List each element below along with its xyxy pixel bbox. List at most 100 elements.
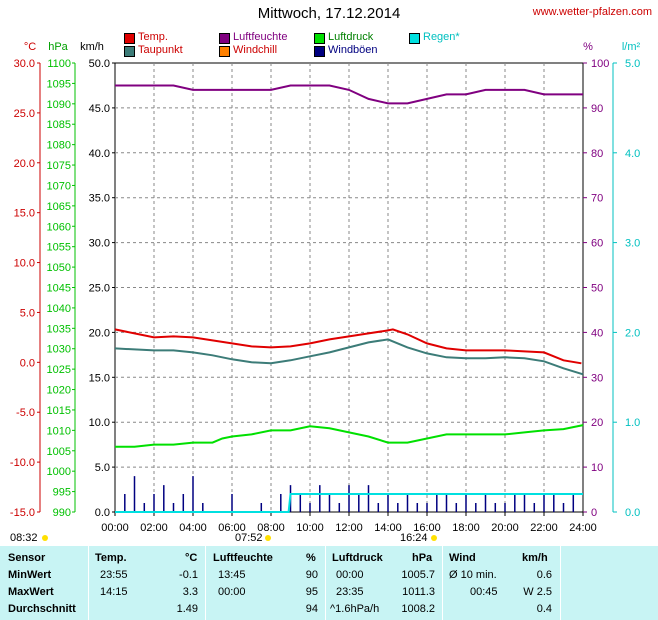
pressure-tick-label: 1070 xyxy=(47,180,71,192)
series-windb-en xyxy=(124,476,575,512)
temp-tick-label: 15.0 xyxy=(14,208,35,220)
x-tick-label: 18:00 xyxy=(452,522,480,534)
humidity-tick-label: 90 xyxy=(591,103,603,115)
legend-label: Luftfeuchte xyxy=(233,31,288,43)
divider xyxy=(560,546,561,620)
legend-label: Windchill xyxy=(233,44,278,56)
header-hum: Luftfeuchte xyxy=(213,552,273,564)
humidity-tick-label: 10 xyxy=(591,462,603,474)
sun-marker-label: 07:52 xyxy=(235,532,263,544)
wind-tick-label: 20.0 xyxy=(89,327,110,339)
row-label: MaxWert xyxy=(8,586,54,598)
temp-tick-label: 0.0 xyxy=(20,357,35,369)
x-tick-label: 22:00 xyxy=(530,522,558,534)
pressure-tick-label: 1065 xyxy=(47,201,71,213)
header-wind-unit: km/h xyxy=(522,552,548,564)
sunset-icon xyxy=(431,535,437,541)
divider xyxy=(205,546,206,620)
cell-h-val: 90 xyxy=(305,569,318,581)
divider xyxy=(442,546,443,620)
temp-tick-label: 10.0 xyxy=(14,258,35,270)
x-tick-label: 06:00 xyxy=(218,522,246,534)
temp-axis-unit: °C xyxy=(24,41,36,53)
divider xyxy=(325,546,326,620)
pressure-tick-label: 1035 xyxy=(47,323,71,335)
temp-tick-label: 5.0 xyxy=(20,307,35,319)
x-tick-label: 08:00 xyxy=(257,522,285,534)
x-tick-label: 04:00 xyxy=(179,522,207,534)
legend-swatch xyxy=(409,33,420,44)
header-temp-unit: °C xyxy=(185,552,198,564)
weather-chart: 30.0 25.0 20.0 15.0 10.0 5.0 0.0 -5.0 -10.0 -15.0… xyxy=(10,41,641,544)
header-temp: Temp. xyxy=(95,552,127,564)
cell-t-time: 23:55 xyxy=(100,569,128,581)
pressure-tick-label: 1075 xyxy=(47,160,71,172)
rain-tick-label: 1.0 xyxy=(625,417,640,429)
cell-t-val: -0.1 xyxy=(179,569,198,581)
cell-h-time: 00:00 xyxy=(218,586,246,598)
cell-w-val: 0.4 xyxy=(536,603,552,615)
pressure-tick-label: 1085 xyxy=(47,119,71,131)
humidity-tick-label: 50 xyxy=(591,283,603,295)
humidity-tick-label: 0 xyxy=(591,507,597,519)
stats-table: Sensor Temp. °C Luftfeuchte % Luftdruck … xyxy=(0,546,658,620)
wind-tick-label: 40.0 xyxy=(89,148,110,160)
series-temp xyxy=(114,328,582,365)
series-luftfeuchte xyxy=(115,84,583,105)
cell-w-label: 00:45 xyxy=(470,586,498,598)
temp-tick-label: -5.0 xyxy=(16,407,35,419)
legend-swatch xyxy=(124,46,135,57)
pressure-tick-label: 1045 xyxy=(47,283,71,295)
site-link[interactable]: www.wetter-pfalzen.com xyxy=(532,6,652,18)
cell-w-label: Ø 10 min. xyxy=(449,569,497,581)
cell-p-trend: ^1.6hPa/h xyxy=(330,603,380,615)
rain-tick-label: 4.0 xyxy=(625,148,640,160)
cell-h-val: 94 xyxy=(305,603,318,615)
legend-label: Regen* xyxy=(423,31,460,43)
cell-h-val: 95 xyxy=(305,586,318,598)
sunrise-icon xyxy=(42,535,48,541)
pressure-tick-label: 1050 xyxy=(47,262,71,274)
cell-p-val: 1008.2 xyxy=(401,603,435,615)
cell-h-time: 13:45 xyxy=(218,569,246,581)
pressure-tick-label: 1080 xyxy=(47,140,71,152)
pressure-tick-label: 1090 xyxy=(47,99,71,111)
legend-label: Luftdruck xyxy=(328,31,374,43)
pressure-tick-label: 1100 xyxy=(47,58,71,70)
x-tick-label: 10:00 xyxy=(296,522,324,534)
pressure-tick-label: 1040 xyxy=(47,303,71,315)
temp-tick-label: 25.0 xyxy=(14,108,35,120)
humidity-tick-label: 20 xyxy=(591,417,603,429)
pressure-tick-label: 990 xyxy=(53,507,71,519)
sunrise-label: 08:32 xyxy=(10,532,38,544)
humidity-tick-label: 30 xyxy=(591,372,603,384)
cell-t-time: 14:15 xyxy=(100,586,128,598)
wind-tick-label: 50.0 xyxy=(89,58,110,70)
x-tick-label: 02:00 xyxy=(140,522,168,534)
wind-tick-label: 5.0 xyxy=(95,462,110,474)
legend-label: Windböen xyxy=(328,44,378,56)
wind-tick-label: 45.0 xyxy=(89,103,110,115)
pressure-tick-label: 1060 xyxy=(47,221,71,233)
wind-axis-unit: km/h xyxy=(80,41,104,53)
humidity-tick-label: 100 xyxy=(591,58,609,70)
cell-t-val: 1.49 xyxy=(176,603,198,615)
cell-p-val: 1005.7 xyxy=(401,569,435,581)
row-label: MinWert xyxy=(8,569,52,581)
temp-tick-label: -10.0 xyxy=(10,457,35,469)
x-tick-label: 14:00 xyxy=(374,522,402,534)
pressure-tick-label: 995 xyxy=(53,487,71,499)
series-regen xyxy=(115,493,583,513)
temp-tick-label: 20.0 xyxy=(14,158,35,170)
humidity-tick-label: 70 xyxy=(591,193,603,205)
row-label: Durchschnitt xyxy=(8,603,76,615)
cell-w-val: W 2.5 xyxy=(523,586,552,598)
rain-tick-label: 2.0 xyxy=(625,327,640,339)
legend-label: Taupunkt xyxy=(138,44,183,56)
wind-tick-label: 15.0 xyxy=(89,372,110,384)
pressure-tick-label: 1010 xyxy=(47,425,71,437)
pressure-tick-label: 1020 xyxy=(47,385,71,397)
pressure-tick-label: 1005 xyxy=(47,446,71,458)
cell-t-val: 3.3 xyxy=(182,586,198,598)
pressure-tick-label: 1095 xyxy=(47,78,71,90)
